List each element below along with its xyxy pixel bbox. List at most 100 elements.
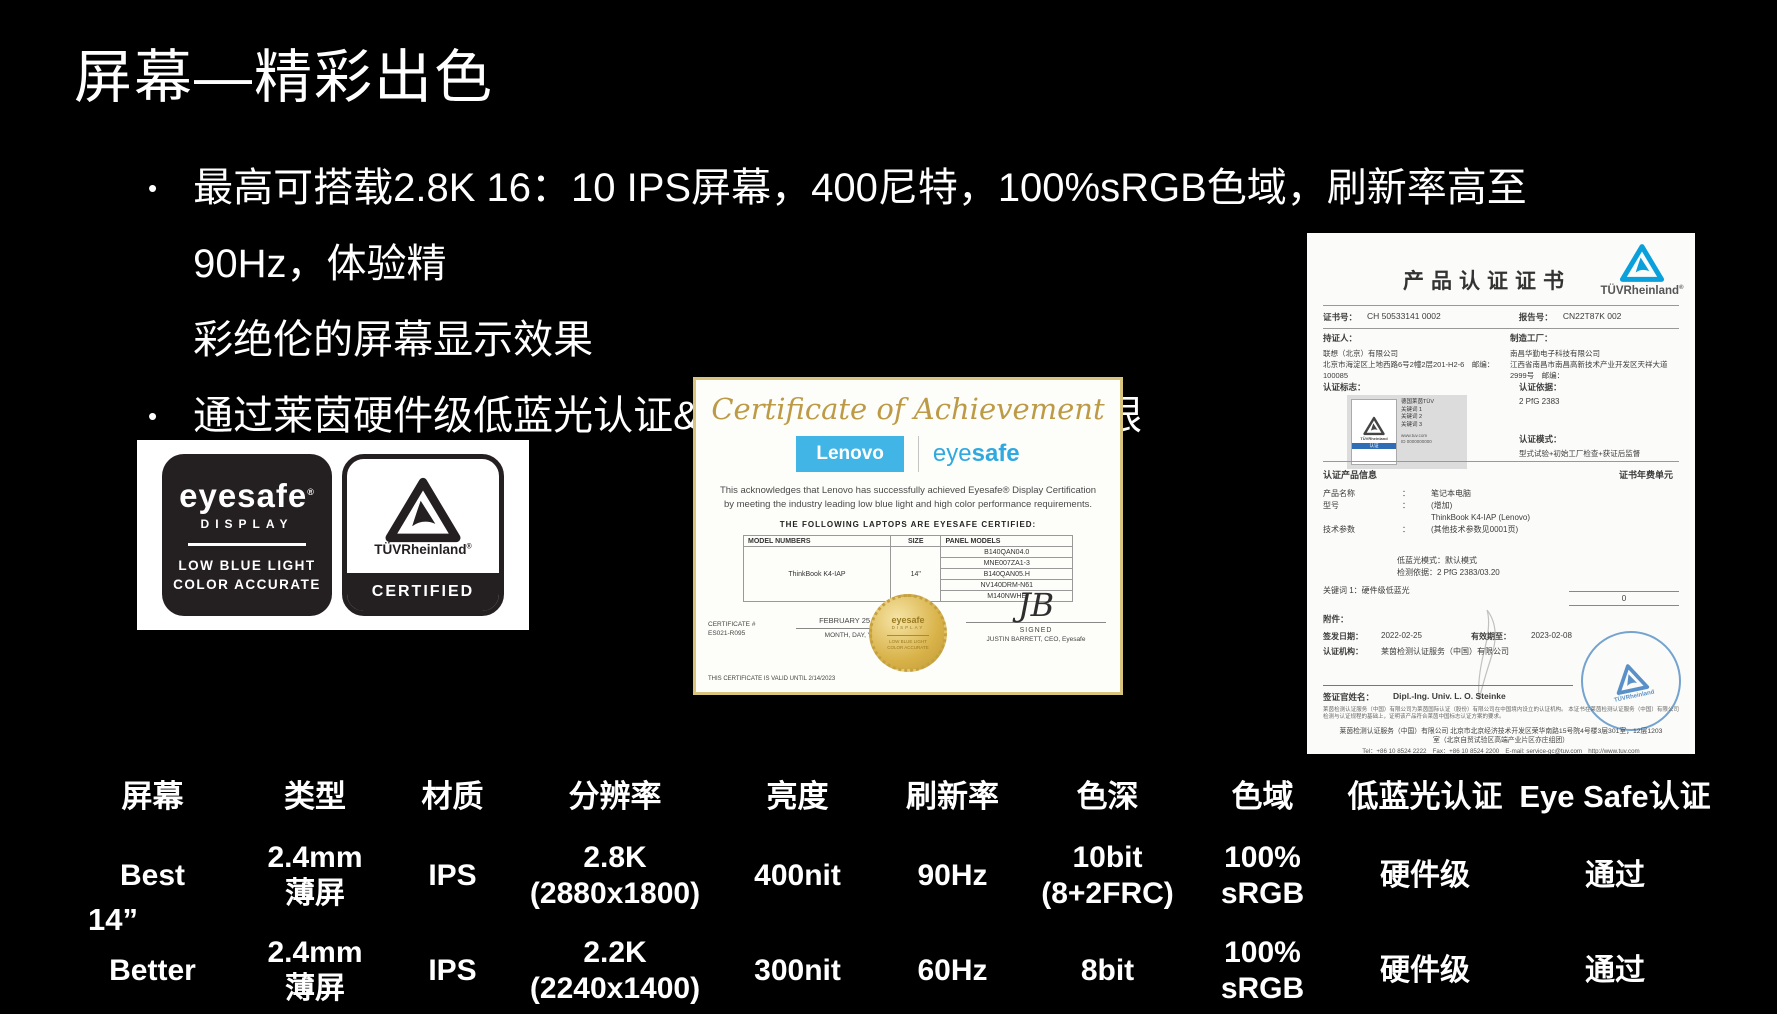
issue-row: 签发日期： 2022-02-25 有效期至： 2023-02-08 [1323,631,1572,641]
spec-cell: 90Hz [917,859,988,892]
pen-signature-stroke [1478,609,1496,701]
spec-cell: 100% sRGB [1220,936,1305,1005]
mark-keyword-line: 德国莱茵TÜV [1401,399,1435,405]
spec-cell: 100% sRGB [1220,841,1305,910]
product-fields: 产品名称：笔记本电脑 型号： (增加) ThinkBook K4-IAP (Len… [1323,489,1531,534]
spec-cell: 2.4mm 薄屏 [267,841,363,910]
panel-model-cell: B140QAN04.0 [940,546,1073,558]
eyesafe-logo: eyesafe [932,440,1020,467]
certified-label: CERTIFIED [347,573,499,611]
divider [1323,461,1679,462]
valid-until-text: THIS CERTIFICATE IS VALID UNTIL 2/14/202… [708,676,836,682]
tuv-triangle-icon [1619,244,1665,282]
models-table-header: MODEL NUMBERS [743,535,891,547]
spec-cell: 8bit [1080,954,1135,987]
spec-header-cell: 刷新率 [906,778,999,814]
mark-keyword-line: 关键词 2 [1401,414,1423,420]
size-cell: 14" [889,546,942,602]
spec-header-cell: 材质 [421,778,484,814]
certificate-footer: CERTIFICATE # ES021-R095 THIS CERTIFICAT… [708,586,1108,684]
spec-cell: 300nit [754,954,841,987]
mark-label: 认证标志： [1323,382,1366,392]
bullet-item-1: • 最高可搭载2.8K 16：10 IPS屏幕，400尼特，100%sRGB色域… [148,150,1628,378]
certification-mark-image: TÜVRheinland 认证 德国莱茵TÜV 关键词 1 关键词 2 关键词 3 w… [1347,395,1467,469]
models-table-header: PANEL MODELS [940,535,1073,547]
spec-header-cell: 色深 [1076,778,1139,814]
tuv-certified-badge: TÜVRheinland® CERTIFIED [342,454,504,616]
spec-cell: 2.2K (2240x1400) [529,936,701,1005]
tuv-triangle-icon [385,477,461,542]
blue-round-stamp-icon: TÜVRheinland [1571,621,1691,741]
org-row: 认证机构： 莱茵检测认证服务（中国）有限公司 [1323,647,1509,656]
mini-tuv-mark: TÜVRheinland 认证 [1351,399,1397,465]
spec-cell: 通过 [1585,954,1645,987]
certified-models-table: MODEL NUMBERS SIZE PANEL MODELS ThinkBook … [743,535,1073,602]
certificate-date: FEBRUARY 25, 2022 MONTH, DAY, YEAR [796,616,914,639]
spec-cell: 硬件级 [1380,859,1470,892]
mark-keyword-line: 关键词 3 [1401,421,1423,428]
fine-print: 莱茵检测认证服务（中国）有限公司为莱茵国际认证（股份）有限公司在中国境内设立的认… [1323,707,1679,720]
tuv-rheinland-logo: TÜVRheinland® [1599,243,1685,297]
factory-block: 制造工厂： 南昌华勤电子科技有限公司 江西省南昌市南昌高新技术产业开发区天祥大道… [1510,333,1668,380]
basis-block: 认证依据： 2 PfG 2383 [1519,382,1562,406]
keyword-line: 关键词 1：硬件级低蓝光 [1323,586,1410,595]
contact-line: Tel：+86 10 8524 2222 Fax：+86 10 8524 220… [1362,748,1640,755]
lenovo-logo: Lenovo [796,436,904,472]
org-address: 莱茵检测认证服务（中国）有限公司 北京市北京经济技术开发区荣华南路15号院4号楼… [1339,728,1663,744]
certificate-title: Certificate of Achievement [711,392,1105,426]
low-blue-light-label: LOW BLUE LIGHT [178,557,316,573]
mark-keywords: 德国莱茵TÜV 关键词 1 关键词 2 关键词 3 www.tuv.com ID 00… [1401,399,1463,465]
spec-table: 屏幕 类型 材质 分辨率 亮度 刷新率 色深 色域 低蓝光认证 Eye Safe认证 Best 2.4… [65,762,1715,1014]
product-info-label: 认证产品信息 [1323,470,1378,480]
spec-cell: 10bit (8+2FRC) [1041,841,1174,910]
spec-cell: 400nit [754,859,841,892]
gold-seal-icon: eyesafe DISPLAY LOW BLUE LIGHT COLOR ACC… [869,594,947,672]
spec-cell: 60Hz [917,954,988,987]
logo-row: Lenovo eyesafe [696,436,1120,472]
certified-laptops-caption: THE FOLLOWING LAPTOPS ARE EYESAFE CERTIF… [779,520,1037,529]
bullet-dot: • [148,401,158,431]
spec-header-cell: Eye Safe认证 [1519,778,1711,814]
lowblue-block: 低蓝光模式：默认模式 检测依据：2 PfG 2383/03.20 [1397,556,1500,577]
screen-size-label: 14” [88,902,138,937]
model-cell: ThinkBook K4-IAP [743,546,891,602]
eyesafe-display-badge: eyesafe® DISPLAY LOW BLUE LIGHT COLOR AC… [162,454,332,616]
spec-cell: 硬件级 [1380,954,1470,987]
mode-block: 认证模式： 型式试验+初始工厂检查+获证后监督 [1519,434,1641,458]
eyesafe-tuv-badge-image: eyesafe® DISPLAY LOW BLUE LIGHT COLOR AC… [137,440,529,630]
page-title: 屏幕—精彩出色 [74,45,495,110]
spec-cell: Better [109,954,196,987]
panel-model-cell: MNE007ZA1-3 [940,557,1073,569]
certificate-body-text: This acknowledges that Lenovo has succes… [719,485,1097,510]
spec-cell: Best [119,859,186,892]
spec-header-cell: 屏幕 [121,778,184,814]
spec-cell: 2.8K (2880x1800) [529,841,701,910]
bullet-dot: • [148,173,158,203]
eyesafe-logo: eyesafe® [179,476,315,514]
certificate-number: CERTIFICATE # ES021-R095 [708,621,756,637]
spec-cell: IPS [428,954,477,987]
tuv-rheinland-label: TÜVRheinland® [374,541,472,557]
holder-factory-row: 持证人： 联想（北京）有限公司 北京市海淀区上地西路6号2幢2层201-H2-6… [1323,333,1683,381]
signature-block: JB SIGNED JUSTIN BARRETT, CEO, Eyesafe [966,586,1106,643]
bullet-text-1: 最高可搭载2.8K 16：10 IPS屏幕，400尼特，100%sRGB色域，刷… [193,166,1527,362]
eyesafe-display-label: DISPLAY [200,516,294,531]
holder-block: 持证人： 联想（北京）有限公司 北京市海淀区上地西路6号2幢2层201-H2-6… [1323,333,1495,380]
spec-cell: IPS [428,859,477,892]
certificate-of-achievement-image: Certificate of Achievement Lenovo eyesaf… [693,377,1123,695]
spec-header-cell: 分辨率 [568,778,662,814]
divider [188,542,306,546]
document-title: 产品认证证书 [1403,270,1571,293]
panel-model-cell: B140QAN05.H [940,568,1073,580]
spec-header-cell: 色域 [1231,778,1294,814]
panel-model-cell: M140NWHE [940,590,1073,602]
spec-header-cell: 低蓝光认证 [1347,778,1503,814]
bullet-list: • 最高可搭载2.8K 16：10 IPS屏幕，400尼特，100%sRGB色域… [148,150,1628,454]
models-table-header: SIZE [889,535,942,547]
divider [917,436,919,472]
tuv-product-certificate-image: TÜVRheinland® 产品认证证书 证书号： CH 50533141 000… [1307,233,1695,755]
officer-row: 签证官姓名： Dipl.-Ing. Univ. L. O. Steinke [1323,685,1573,703]
fee-unit-label: 证书年费单元 [1618,470,1673,480]
attachment-label: 附件： [1323,614,1349,624]
spec-cell: 通过 [1585,859,1645,892]
